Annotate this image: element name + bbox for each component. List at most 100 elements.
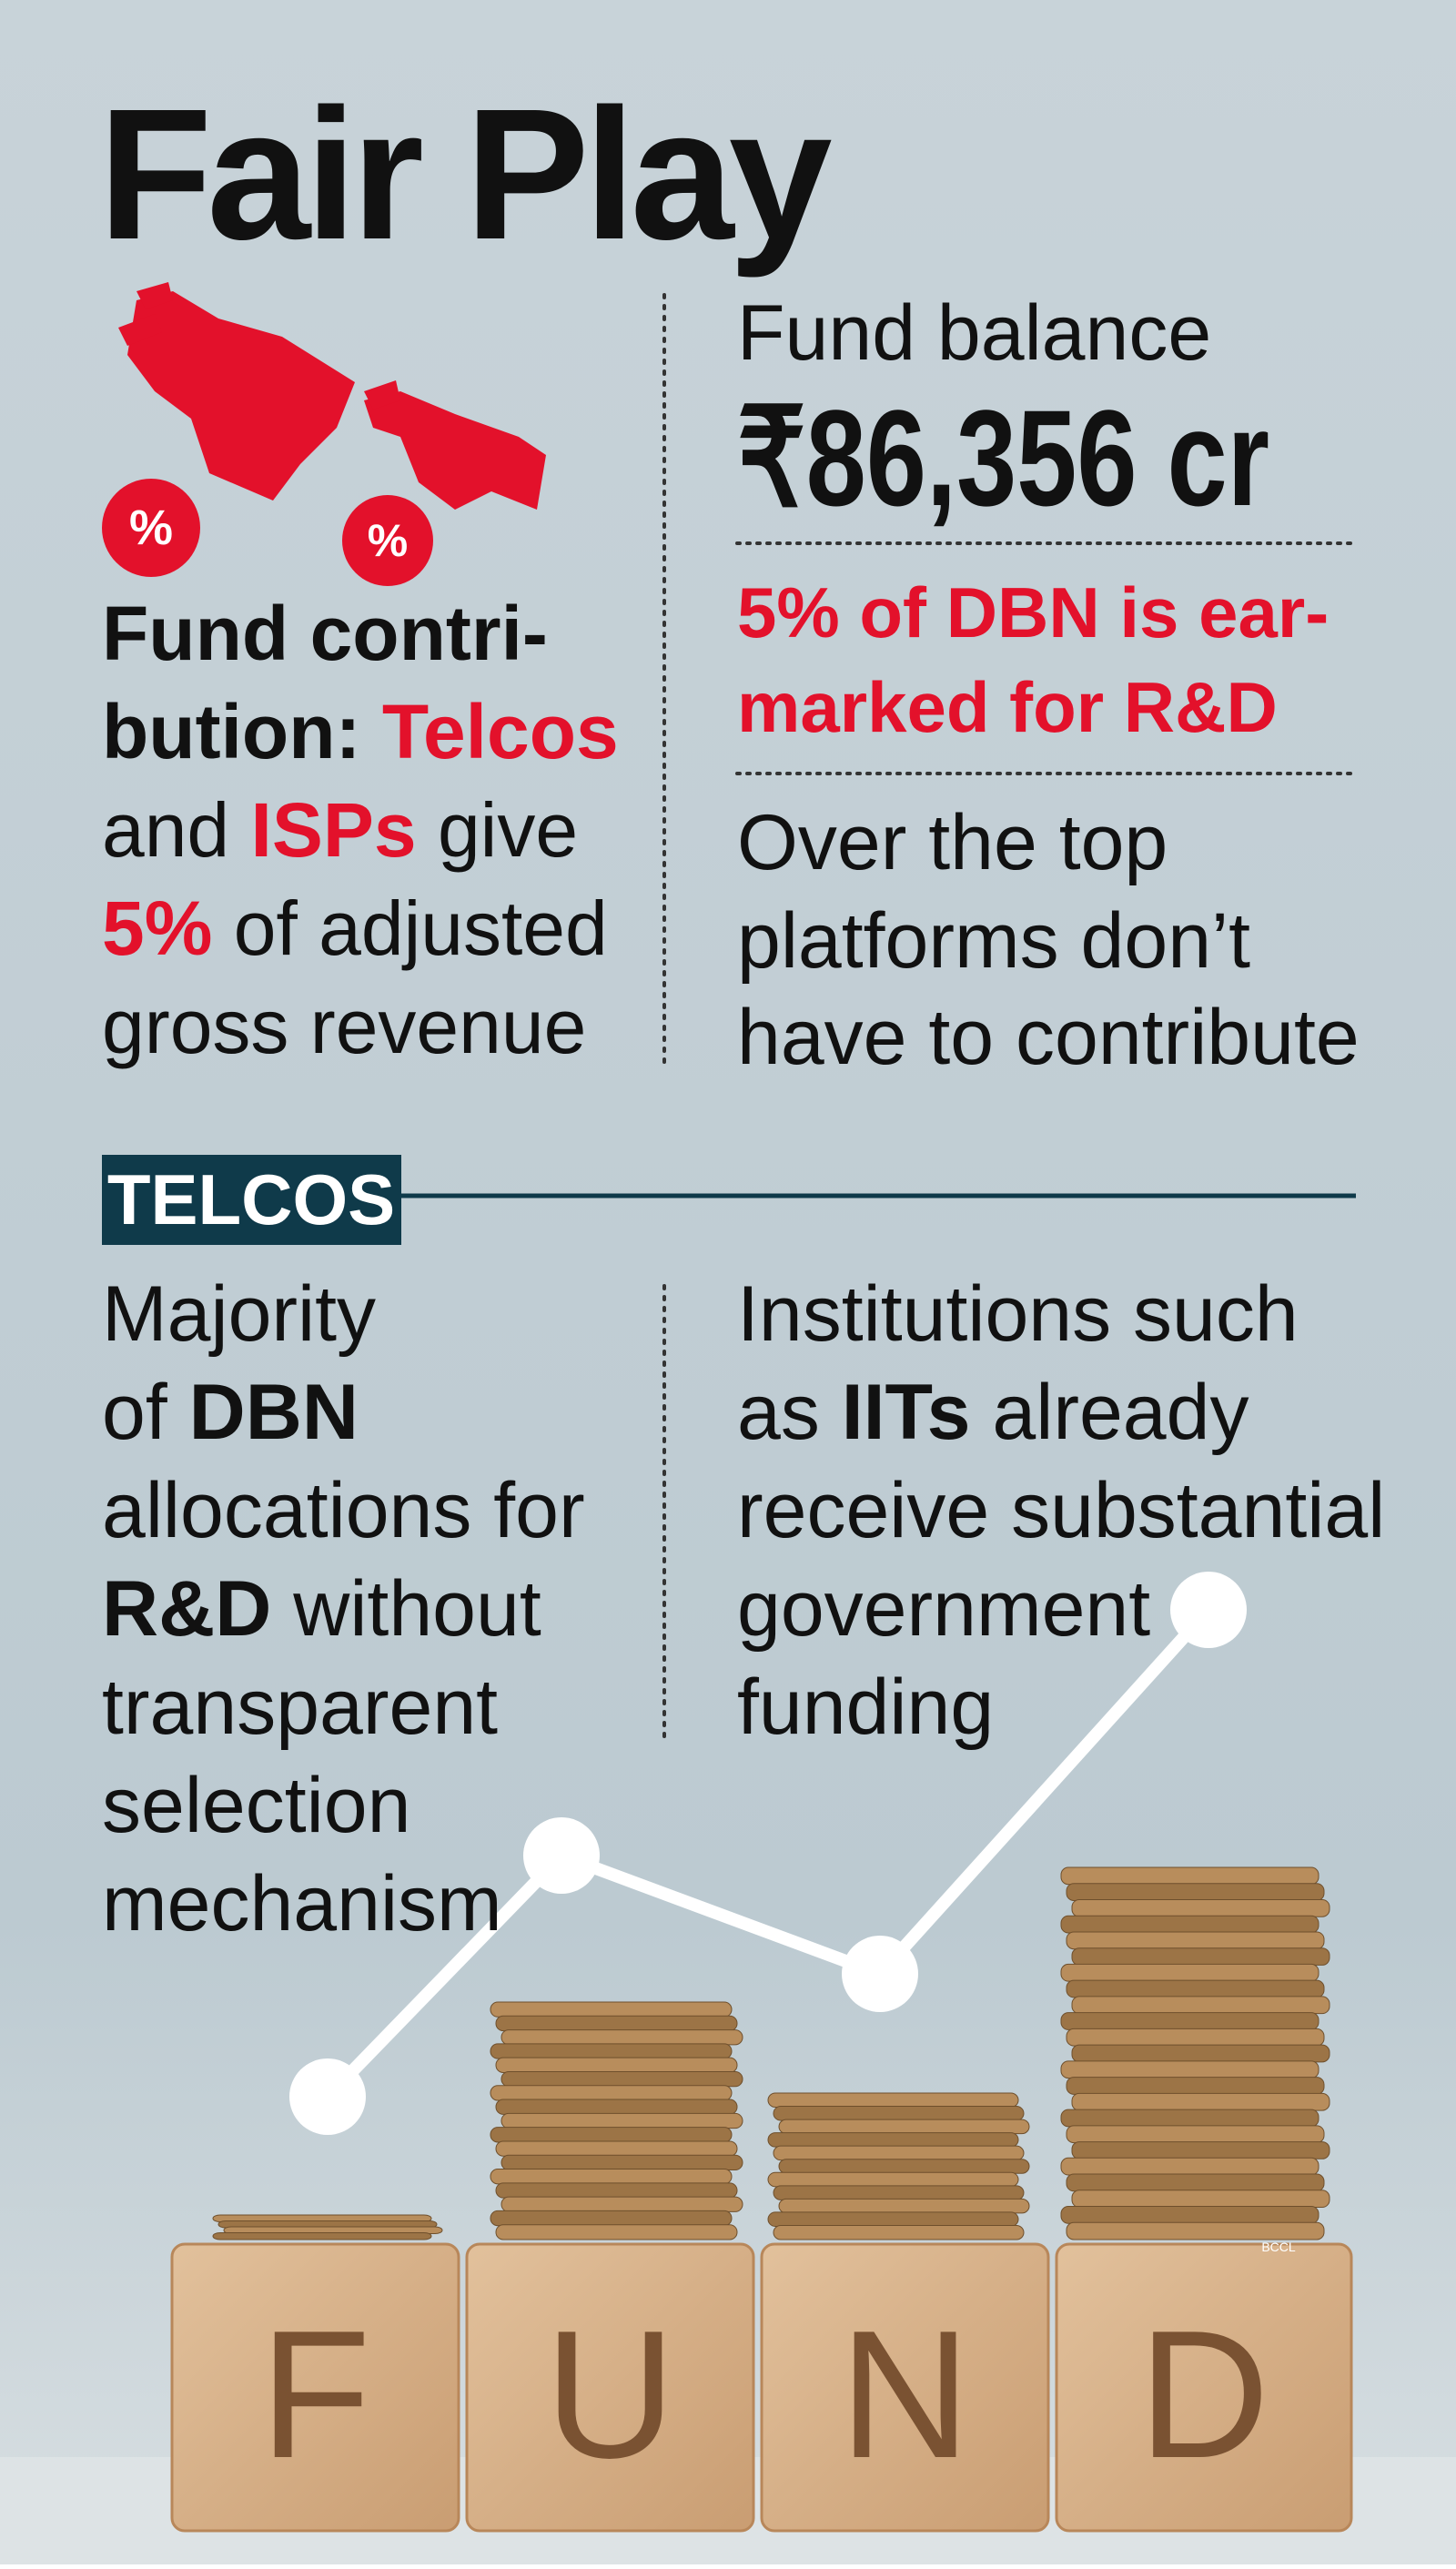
- coin: [773, 2224, 1025, 2240]
- text-line: bution: Telcos: [102, 689, 619, 774]
- coin: [1066, 2028, 1325, 2047]
- coin: [778, 2119, 1030, 2135]
- text-line: R&D without: [102, 1565, 541, 1653]
- section-label-box: [102, 1155, 401, 1245]
- coin: [1066, 2077, 1325, 2095]
- coin: [1071, 2141, 1330, 2159]
- text-span: of adjusted: [212, 885, 607, 971]
- coin: [495, 2224, 738, 2240]
- coin: [1066, 2173, 1325, 2192]
- text-span: Institutions such: [737, 1270, 1299, 1358]
- coin: [500, 2029, 743, 2046]
- text-span: Fund contri-: [102, 591, 548, 676]
- text-span: receive substantial: [737, 1467, 1385, 1554]
- coin: [500, 2070, 743, 2088]
- fund-balance-label: Fund balance: [737, 289, 1211, 377]
- text-line: Over the top: [737, 799, 1168, 886]
- title: Fair Play: [98, 70, 832, 278]
- text-line: Fund contri-: [102, 591, 548, 676]
- wood-block: [760, 2242, 1050, 2533]
- wood-block: [170, 2242, 460, 2533]
- text-span: of: [102, 1369, 189, 1456]
- coin: [1066, 1931, 1325, 1950]
- text-line: have to contribute: [737, 994, 1360, 1081]
- coin: [767, 2171, 1019, 2188]
- text-line: government: [737, 1565, 1150, 1653]
- text-line: Institutions such: [737, 1270, 1299, 1358]
- coin: [1060, 1963, 1320, 1982]
- text-span: mechanism: [102, 1860, 502, 1947]
- text-line: platforms don’t: [737, 897, 1250, 985]
- text-span: government: [737, 1565, 1150, 1653]
- coin: [490, 2001, 733, 2018]
- coin: [490, 2127, 733, 2143]
- coin: [1071, 1947, 1330, 1966]
- text-span: and: [102, 787, 251, 873]
- text-span: allocations for: [102, 1467, 585, 1554]
- coins: [212, 1866, 1330, 2240]
- coin: [773, 2185, 1025, 2200]
- coin: [778, 2198, 1030, 2214]
- coin: [767, 2092, 1019, 2109]
- coin: [500, 2112, 743, 2129]
- text-line: of DBN: [102, 1369, 359, 1456]
- text-line: mechanism: [102, 1860, 502, 1947]
- coin: [1071, 1996, 1330, 2015]
- coin: [1066, 1883, 1325, 1901]
- coin: [495, 2099, 738, 2115]
- text-span: DBN: [189, 1369, 359, 1456]
- coin: [773, 2106, 1025, 2121]
- text-line: receive substantial: [737, 1467, 1385, 1554]
- section-label: TELCOS: [107, 1159, 395, 1239]
- coin: [495, 2015, 738, 2032]
- block-letter: D: [1138, 2293, 1269, 2496]
- wood-block: [465, 2242, 755, 2533]
- text-line: selection: [102, 1762, 410, 1849]
- note-line: marked for R&D: [737, 667, 1278, 747]
- wood-block: [1055, 2242, 1353, 2533]
- text-span: IITs: [842, 1369, 971, 1456]
- coin: [1071, 2190, 1330, 2209]
- text-span: already: [971, 1369, 1249, 1456]
- coin: [767, 2211, 1019, 2227]
- text-span: gross revenue: [102, 984, 586, 1069]
- text-span: give: [417, 787, 578, 873]
- text-line: 5% of adjusted: [102, 885, 608, 971]
- coin: [1060, 2157, 1320, 2176]
- coin: [495, 2182, 738, 2199]
- coin: [495, 2140, 738, 2157]
- text-span: ISPs: [251, 787, 417, 873]
- icon: [102, 282, 546, 586]
- coin: [778, 2159, 1030, 2174]
- text-line: transparent: [102, 1664, 498, 1751]
- note-line: 5% of DBN is ear-: [737, 572, 1329, 652]
- credit: BCCL: [1261, 2240, 1296, 2254]
- icon-badge: %: [368, 515, 408, 566]
- coin: [1060, 2206, 1320, 2224]
- text-span: R&D: [102, 1565, 271, 1653]
- block-letter: N: [839, 2293, 970, 2496]
- coin: [1066, 2221, 1325, 2240]
- coin: [500, 2196, 743, 2212]
- trend-line: [322, 1605, 1214, 2101]
- coin: [1071, 1898, 1330, 1917]
- coin: [1071, 2044, 1330, 2063]
- text-line: funding: [737, 1664, 994, 1751]
- coin: [1060, 2012, 1320, 2030]
- text-span: as: [737, 1369, 842, 1456]
- text-line: and ISPs give: [102, 787, 578, 873]
- coin: [773, 2145, 1025, 2161]
- coin: [767, 2132, 1019, 2148]
- coin: [1060, 1866, 1320, 1886]
- text-span: bution:: [102, 689, 382, 774]
- icon-badge: %: [129, 501, 173, 555]
- text-line: allocations for: [102, 1467, 585, 1554]
- text-line: Majority: [102, 1270, 376, 1358]
- coin: [1060, 2109, 1320, 2128]
- coin: [1060, 1915, 1320, 1934]
- block-letter: F: [259, 2293, 370, 2496]
- coin: [490, 2169, 733, 2185]
- text-span: without: [271, 1565, 541, 1653]
